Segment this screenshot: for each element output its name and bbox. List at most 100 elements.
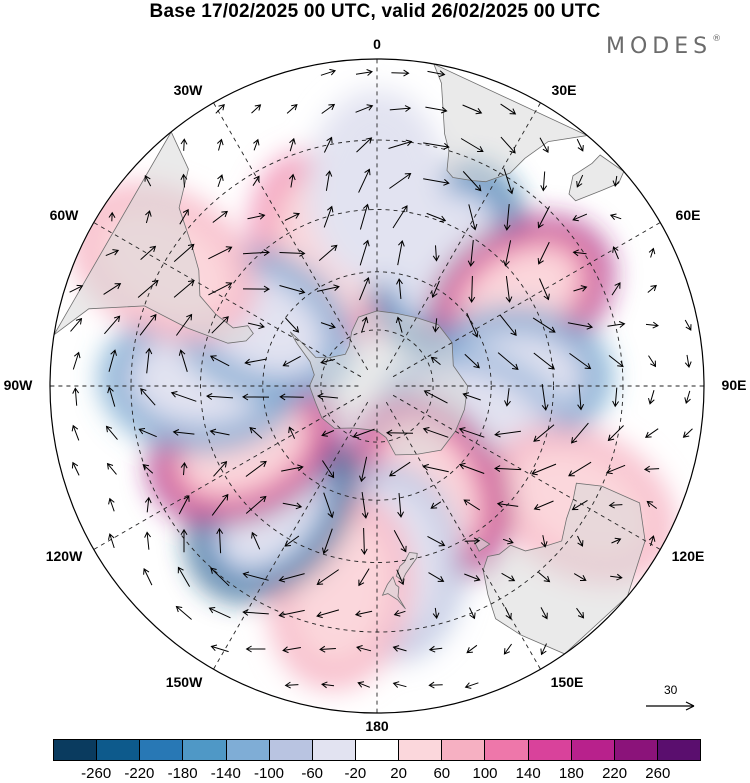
south-america-land [53,131,254,344]
wind-arrow [607,425,624,442]
longitude-label-lon-60e: 60E [675,207,701,223]
antarctica-land [289,310,469,456]
wind-arrow [208,246,233,260]
wind-arrow [288,426,296,439]
colorbar-swatch [528,740,572,760]
wind-arrow [388,139,413,149]
wind-arrow [607,321,626,328]
wind-arrow [682,428,693,438]
wind-reference-label: 30 [664,683,678,697]
wind-arrow [143,568,153,586]
wind-arrow [684,390,691,405]
wind-arrow [468,275,476,303]
wind-arrow [138,428,157,438]
wind-arrow [140,245,157,260]
wind-arrow [432,245,440,262]
wind-arrow [503,643,513,655]
graticule [50,59,704,713]
wind-arrow [282,502,303,510]
wind-arrow [393,609,406,617]
colorbar-tick-label: 140 [515,765,541,782]
longitude-label-lon-90w: 90W [3,377,33,393]
wind-arrow [105,249,120,257]
wind-arrow [422,463,449,473]
wind-arrow [428,681,443,689]
wind-arrow [648,355,657,368]
wind-arrow [503,240,512,267]
wind-arrow [432,607,440,620]
wind-arrow [321,430,335,437]
wind-arrow [72,387,80,406]
wind-arrow [316,284,340,292]
wind-arrow [468,204,478,231]
wind-arrow [242,571,269,581]
wind-arrow [279,249,306,257]
wind-arrow [142,464,154,474]
map-disc-border [49,58,705,714]
wind-arrow [612,387,620,408]
wind-arrow [428,645,443,653]
wind-reference-arrow [646,701,695,711]
wind-arrow [648,247,656,258]
wind-arrow [247,322,265,330]
wind-arrow [209,355,230,367]
wind-arrow [180,138,188,151]
meridian-line [385,102,541,371]
wind-arrow [172,429,195,436]
wind-arrow [612,246,619,260]
colorbar-tick-label: 260 [645,765,671,782]
wind-arrow [538,572,551,583]
wind-arrow [503,204,511,231]
wind-arrow [323,205,334,228]
colorbar-swatch [571,740,615,760]
wind-arrow [317,393,339,400]
wind-arrow [178,495,190,515]
wind-arrow [209,428,230,436]
wind-arrow [425,106,448,114]
wind-arrow [358,568,370,587]
wind-arrow [69,284,84,293]
wind-arrow [282,355,301,367]
wind-arrow [386,429,414,437]
modes-logo: MODES® [606,34,721,59]
wind-arrow [279,285,306,295]
wind-arrow [208,282,233,296]
wind-arrow [105,425,118,440]
wind-arrow [502,537,514,545]
wind-arrow [359,456,368,483]
wind-arrow [389,172,412,189]
meridian-line [213,102,369,371]
colorbar-swatch [355,740,400,760]
wind-arrow [684,354,692,369]
wind-arrow [359,239,370,266]
wind-arrow [103,283,122,295]
wind-arrow [389,105,412,112]
wind-arrow [500,103,517,115]
wind-arrow [458,462,485,474]
colorbar-tick-label: -20 [344,765,367,782]
wind-arrow [388,461,411,477]
colorbar-tick-label: 20 [390,765,407,782]
wind-arrow [359,276,370,301]
wind-arrow [467,240,475,267]
wind-arrow [72,351,81,370]
wind-arrow [500,136,516,154]
contour-band [307,89,447,286]
wind-arrow [108,211,116,222]
wind-arrow [577,535,584,547]
wind-arrow [610,573,623,581]
colorbar-swatch [226,740,270,760]
wind-arrow [568,461,592,477]
wind-arrow [352,428,375,439]
wind-arrow [242,249,270,257]
wind-arrow [284,681,299,689]
wind-arrow [318,244,338,261]
wind-arrow [531,463,557,476]
wind-arrow [533,352,555,370]
wind-arrow [458,427,485,438]
wind-arrow [357,681,370,688]
wind-arrow [316,569,339,585]
wind-arrow [137,279,159,298]
landmasses [53,63,646,655]
longitude-label-lon-0: 0 [373,36,381,52]
